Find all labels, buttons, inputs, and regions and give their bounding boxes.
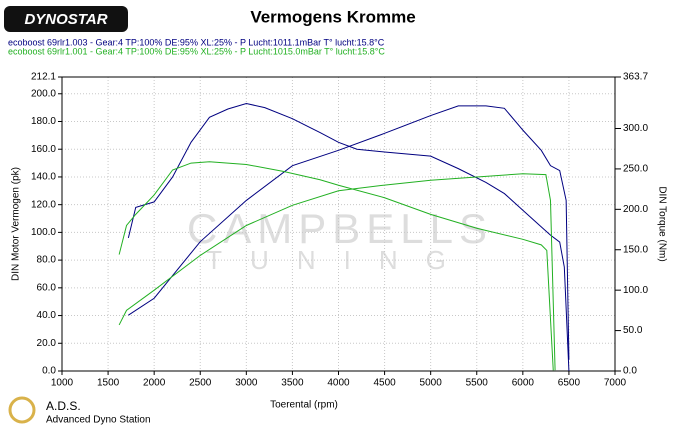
x-tick-label: 1500 [97,378,120,389]
x-tick-label: 4000 [327,378,350,389]
y-tick-label: 200.0 [31,88,56,99]
footer-subtitle: Advanced Dyno Station [46,415,151,426]
footer-logo [8,396,36,424]
watermark: TUNING [206,245,474,275]
x-tick-label: 2500 [189,378,212,389]
y-tick-label: 80.0 [37,255,57,266]
y-tick-label: 60.0 [37,282,57,293]
y2-tick-label: 250.0 [623,164,648,175]
y-tick-label: 160.0 [31,144,56,155]
y2-tick-label: 150.0 [623,244,648,255]
series-line [118,173,556,371]
y2-axis-label: DIN Torque (Nm) [656,186,667,261]
x-tick-label: 3000 [235,378,258,389]
y2-tick-label: 0.0 [623,366,637,377]
y-tick-label: 100.0 [31,227,56,238]
x-tick-label: 2000 [143,378,166,389]
logo: DYNOSTAR [24,11,107,28]
x-tick-label: 4500 [373,378,396,389]
x-tick-label: 3500 [281,378,304,389]
plot-frame [61,76,616,372]
series-line [118,161,554,371]
x-tick-label: 5000 [420,378,443,389]
y2-tick-label: 300.0 [623,123,648,134]
y-tick-label: 40.0 [37,310,57,321]
y-tick-label: 180.0 [31,116,56,127]
y2-tick-label: 50.0 [623,325,643,336]
legend-entry: ecoboost 69rlr1.003 - Gear:4 TP:100% DE:… [8,37,385,47]
footer-title: A.D.S. [46,399,81,413]
y2-tick-label: 100.0 [623,285,648,296]
y-tick-label: 20.0 [37,338,57,349]
watermark: CAMPBELLS [187,205,493,252]
legend-entry: ecoboost 69rlr1.001 - Gear:4 TP:100% DE:… [8,46,385,56]
series-line [128,105,570,360]
x-axis-label: Toerental (rpm) [270,400,338,411]
y-tick-label: 0.0 [42,366,56,377]
y-axis-label: DIN Motor Vermogen (pk) [11,167,22,281]
x-tick-label: 7000 [604,378,627,389]
x-tick-label: 1000 [51,378,74,389]
x-tick-label: 6500 [558,378,581,389]
y2-tick-label: 363.7 [623,72,648,83]
series-line [127,102,570,372]
y-tick-label: 140.0 [31,172,56,183]
x-tick-label: 6000 [512,378,535,389]
logo-box [4,6,128,32]
y-tick-label: 120.0 [31,199,56,210]
y2-tick-label: 200.0 [623,204,648,215]
y-tick-label: 212.1 [31,72,56,83]
chart-title: Vermogens Kromme [250,7,415,26]
x-tick-label: 5500 [466,378,489,389]
